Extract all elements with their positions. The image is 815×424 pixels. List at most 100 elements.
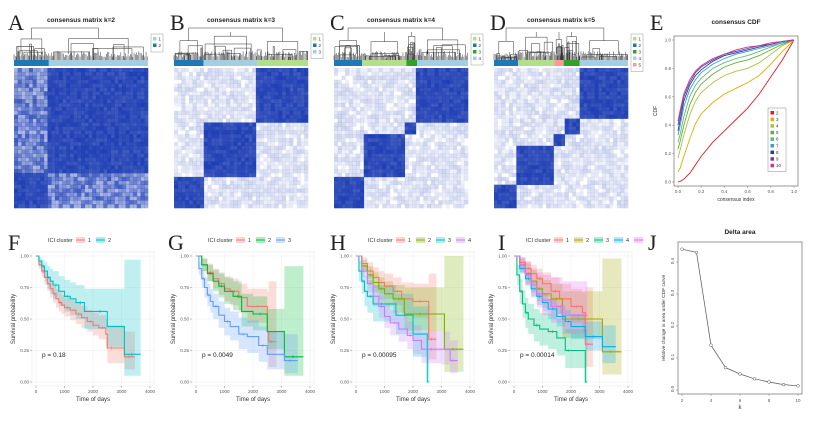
heatmap-cell	[557, 200, 562, 205]
heatmap-cell	[374, 91, 379, 96]
heatmap-cell	[84, 145, 89, 150]
heatmap-cell	[133, 188, 138, 193]
heatmap-cell	[296, 114, 301, 119]
heatmap-cell	[393, 188, 398, 193]
heatmap-cell	[226, 204, 231, 209]
heatmap-cell	[341, 99, 346, 104]
heatmap-cell	[371, 138, 376, 143]
heatmap-cell	[345, 130, 350, 135]
heatmap-cell	[222, 122, 227, 127]
heatmap-cell	[28, 153, 33, 158]
heatmap-cell	[404, 204, 409, 209]
heatmap-cell	[386, 204, 391, 209]
heatmap-cell	[553, 91, 558, 96]
heatmap-cell	[441, 176, 446, 182]
heatmap-cell	[293, 188, 298, 193]
heatmap-cell	[501, 192, 506, 197]
heatmap-cell	[77, 176, 82, 182]
heatmap-cell	[512, 95, 517, 100]
dendrogram-branch	[370, 41, 398, 54]
heatmap-cell	[229, 184, 234, 189]
heatmap-cell	[397, 126, 402, 131]
heatmap-cell	[66, 95, 71, 100]
heatmap-cell	[434, 79, 439, 84]
heatmap-cell	[54, 165, 59, 170]
heatmap-cell	[84, 130, 89, 135]
heatmap-cell	[66, 110, 71, 115]
heatmap-cell	[200, 184, 205, 189]
heatmap-cell	[244, 192, 249, 197]
heatmap-cell	[564, 161, 569, 166]
heatmap-cell	[419, 180, 424, 185]
heatmap-cell	[278, 169, 283, 174]
heatmap-cell	[512, 87, 517, 92]
heatmap-cell	[200, 141, 205, 147]
heatmap-cell	[188, 99, 193, 104]
heatmap-cell	[412, 126, 417, 131]
heatmap-cell	[140, 71, 145, 77]
heatmap-cell	[274, 180, 279, 185]
heatmap-cell	[36, 200, 41, 205]
heatmap-cell	[449, 173, 454, 178]
heatmap-cell	[107, 126, 112, 131]
heatmap-cell	[527, 138, 532, 143]
heatmap-cell	[341, 180, 346, 185]
heatmap-cell	[430, 180, 435, 185]
heatmap-cell	[88, 71, 93, 77]
panel-label-a: A	[8, 10, 24, 35]
heatmap-cell	[393, 165, 398, 170]
heatmap-cell	[233, 99, 238, 104]
dendrogram-branch	[529, 52, 552, 60]
heatmap-cell	[40, 122, 45, 127]
heatmap-cell	[441, 134, 446, 139]
heatmap-cell	[516, 196, 521, 201]
heatmap-cell	[144, 87, 149, 92]
heatmap-cell	[248, 110, 253, 115]
heatmap-cell	[229, 200, 234, 205]
heatmap-cell	[293, 71, 298, 77]
dendrogram-branch	[536, 51, 541, 60]
heatmap-cell	[367, 192, 372, 197]
heatmap-cell	[263, 149, 268, 154]
heatmap-cell	[110, 83, 115, 88]
heatmap-cell	[505, 153, 510, 158]
heatmap-cell	[40, 99, 45, 104]
heatmap-cell	[367, 68, 372, 73]
heatmap-cell	[241, 91, 246, 96]
heatmap-cell	[203, 153, 208, 158]
heatmap-cell	[229, 196, 234, 201]
heatmap-cell	[81, 79, 86, 84]
heatmap-cell	[386, 145, 391, 150]
heatmap-cell	[28, 87, 33, 92]
heatmap-cell	[382, 192, 387, 197]
heatmap-cell	[494, 114, 499, 119]
heatmap-cell	[546, 165, 551, 170]
heatmap-cell	[233, 126, 238, 131]
heatmap-cell	[356, 204, 361, 209]
heatmap-cell	[129, 200, 134, 205]
heatmap-cell	[341, 165, 346, 170]
heatmap-cell	[81, 192, 86, 197]
heatmap-cell	[520, 188, 525, 193]
dendrogram-branch	[589, 40, 619, 54]
heatmap-cell	[241, 138, 246, 143]
heatmap-cell	[378, 149, 383, 154]
heatmap-cell	[523, 196, 528, 201]
heatmap-cell	[449, 126, 454, 131]
heatmap-cell	[133, 134, 138, 139]
heatmap-cell	[103, 134, 108, 139]
heatmap-cell	[553, 134, 558, 139]
heatmap-cell	[527, 161, 532, 166]
heatmap-cell	[47, 180, 52, 185]
legend-swatch	[473, 50, 477, 54]
dendrogram-branch	[16, 45, 32, 60]
heatmap-cell	[281, 118, 286, 123]
heatmap-cell	[516, 110, 521, 115]
heatmap-cell	[259, 83, 264, 88]
heatmap-cell	[177, 122, 182, 127]
heatmap-cell	[296, 71, 301, 77]
heatmap-cell	[337, 173, 342, 178]
heatmap-cell	[345, 68, 350, 73]
heatmap-cell	[107, 176, 112, 182]
dendrogram-branch	[418, 49, 422, 60]
